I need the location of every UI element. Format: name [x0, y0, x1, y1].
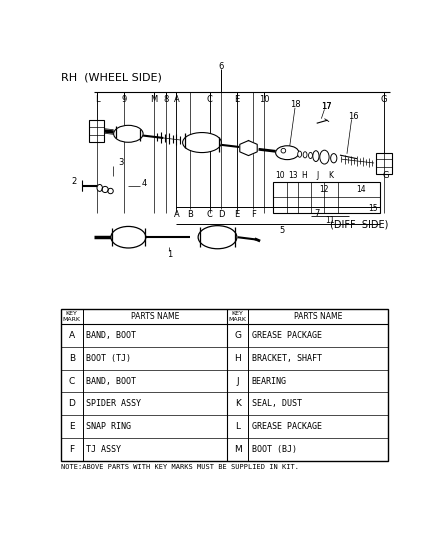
Text: 11: 11	[325, 216, 335, 225]
Bar	[376, 152, 392, 174]
Text: M: M	[150, 95, 158, 104]
Text: F: F	[69, 445, 74, 454]
Text: J: J	[316, 171, 318, 180]
Text: 10: 10	[259, 95, 269, 104]
Text: SNAP RING: SNAP RING	[86, 422, 131, 431]
Text: 17: 17	[321, 102, 331, 111]
Ellipse shape	[303, 152, 307, 158]
Text: KEY
MARK: KEY MARK	[63, 311, 81, 322]
Ellipse shape	[183, 133, 221, 152]
Ellipse shape	[97, 184, 102, 191]
Text: 12: 12	[320, 185, 329, 194]
Text: (DIFF  SIDE): (DIFF SIDE)	[330, 219, 388, 229]
Text: 9: 9	[122, 95, 127, 104]
Text: D: D	[68, 399, 75, 408]
Text: TJ ASSY: TJ ASSY	[86, 445, 121, 454]
Text: F: F	[251, 211, 256, 220]
Text: 1: 1	[167, 249, 172, 259]
Text: 3: 3	[118, 158, 124, 167]
Ellipse shape	[276, 146, 299, 159]
Text: 6: 6	[219, 62, 224, 71]
Text: C: C	[69, 376, 75, 385]
Text: 18: 18	[290, 100, 300, 109]
Text: PARTS NAME: PARTS NAME	[294, 312, 343, 321]
Text: H: H	[301, 171, 307, 180]
Text: B: B	[187, 211, 193, 220]
Text: E: E	[234, 211, 240, 220]
Text: J: J	[237, 376, 239, 385]
Ellipse shape	[113, 125, 143, 142]
Text: 16: 16	[348, 112, 358, 121]
Text: A: A	[173, 211, 179, 220]
Ellipse shape	[313, 151, 319, 161]
Text: BOOT (TJ): BOOT (TJ)	[86, 354, 131, 363]
Text: A: A	[173, 95, 179, 104]
Bar	[61, 309, 388, 461]
Text: K: K	[235, 399, 240, 408]
Text: GREASE PACKAGE: GREASE PACKAGE	[251, 422, 321, 431]
Text: 13: 13	[288, 171, 297, 180]
Ellipse shape	[111, 227, 146, 248]
Text: 7: 7	[314, 209, 319, 218]
Text: SPIDER ASSY: SPIDER ASSY	[86, 399, 141, 408]
Text: D: D	[218, 211, 225, 220]
Text: 15: 15	[368, 204, 378, 213]
Text: C: C	[207, 211, 213, 220]
Text: 8: 8	[163, 95, 168, 104]
Ellipse shape	[331, 154, 337, 163]
Text: 2: 2	[71, 177, 77, 186]
Text: 10: 10	[276, 171, 285, 180]
Text: BEARING: BEARING	[251, 376, 286, 385]
Text: KEY
MARK: KEY MARK	[229, 311, 247, 322]
Text: NOTE:ABOVE PARTS WITH KEY MARKS MUST BE SUPPLIED IN KIT.: NOTE:ABOVE PARTS WITH KEY MARKS MUST BE …	[61, 464, 299, 471]
Ellipse shape	[198, 225, 237, 249]
Text: RH  (WHEEL SIDE): RH (WHEEL SIDE)	[61, 72, 162, 82]
Bar	[89, 120, 104, 142]
Ellipse shape	[308, 152, 312, 158]
Text: E: E	[234, 95, 240, 104]
Ellipse shape	[298, 151, 302, 157]
Text: SEAL, DUST: SEAL, DUST	[251, 399, 302, 408]
Text: C: C	[207, 95, 213, 104]
Ellipse shape	[320, 150, 329, 164]
Text: 4: 4	[141, 179, 146, 188]
Text: G: G	[382, 171, 389, 180]
Text: BOOT (BJ): BOOT (BJ)	[251, 445, 297, 454]
Text: B: B	[69, 354, 75, 363]
Polygon shape	[240, 141, 257, 156]
Text: BAND, BOOT: BAND, BOOT	[86, 331, 136, 340]
Text: M: M	[234, 445, 241, 454]
Text: A: A	[69, 331, 75, 340]
Text: E: E	[69, 422, 74, 431]
Text: G: G	[234, 331, 241, 340]
Bar	[273, 182, 380, 213]
Text: 17: 17	[321, 102, 331, 111]
Text: L: L	[235, 422, 240, 431]
Text: 5: 5	[279, 226, 284, 235]
Text: BRACKET, SHAFT: BRACKET, SHAFT	[251, 354, 321, 363]
Text: GREASE PACKAGE: GREASE PACKAGE	[251, 331, 321, 340]
Text: K: K	[328, 171, 333, 180]
Text: L: L	[95, 95, 100, 104]
Text: G: G	[381, 95, 387, 104]
Text: 14: 14	[356, 185, 366, 194]
Text: BAND, BOOT: BAND, BOOT	[86, 376, 136, 385]
Text: PARTS NAME: PARTS NAME	[131, 312, 179, 321]
Text: H: H	[234, 354, 241, 363]
